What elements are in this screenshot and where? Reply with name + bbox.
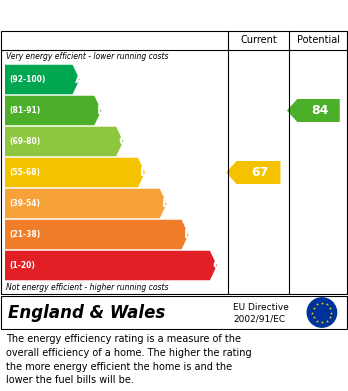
Text: EU Directive: EU Directive: [233, 303, 289, 312]
Text: 67: 67: [251, 166, 269, 179]
Text: E: E: [162, 197, 170, 210]
Polygon shape: [5, 127, 123, 156]
Text: B: B: [96, 104, 106, 117]
Text: England & Wales: England & Wales: [8, 303, 165, 321]
Text: 2002/91/EC: 2002/91/EC: [233, 314, 285, 323]
Text: D: D: [140, 166, 150, 179]
Text: G: G: [212, 259, 222, 272]
Text: (92-100): (92-100): [9, 75, 45, 84]
Text: (81-91): (81-91): [9, 106, 40, 115]
Polygon shape: [287, 99, 340, 122]
Text: The energy efficiency rating is a measure of the: The energy efficiency rating is a measur…: [6, 334, 241, 344]
Text: (55-68): (55-68): [9, 168, 40, 177]
Text: Energy Efficiency Rating: Energy Efficiency Rating: [10, 7, 220, 23]
Text: C: C: [118, 135, 127, 148]
Text: Very energy efficient - lower running costs: Very energy efficient - lower running co…: [6, 52, 168, 61]
Circle shape: [307, 298, 337, 327]
Text: (39-54): (39-54): [9, 199, 40, 208]
Text: (21-38): (21-38): [9, 230, 40, 239]
Polygon shape: [226, 161, 280, 184]
Text: (1-20): (1-20): [9, 261, 35, 270]
Text: the more energy efficient the home is and the: the more energy efficient the home is an…: [6, 362, 232, 371]
Polygon shape: [5, 96, 101, 125]
Text: lower the fuel bills will be.: lower the fuel bills will be.: [6, 375, 134, 385]
Text: F: F: [184, 228, 192, 241]
Text: (69-80): (69-80): [9, 137, 40, 146]
Text: A: A: [74, 73, 84, 86]
Text: Not energy efficient - higher running costs: Not energy efficient - higher running co…: [6, 283, 168, 292]
Polygon shape: [5, 251, 217, 280]
Text: Potential: Potential: [297, 35, 340, 45]
Polygon shape: [5, 220, 189, 249]
Polygon shape: [5, 158, 145, 187]
Text: 84: 84: [311, 104, 329, 117]
Text: Current: Current: [240, 35, 277, 45]
Text: overall efficiency of a home. The higher the rating: overall efficiency of a home. The higher…: [6, 348, 252, 358]
Polygon shape: [5, 189, 167, 218]
Polygon shape: [5, 65, 80, 94]
